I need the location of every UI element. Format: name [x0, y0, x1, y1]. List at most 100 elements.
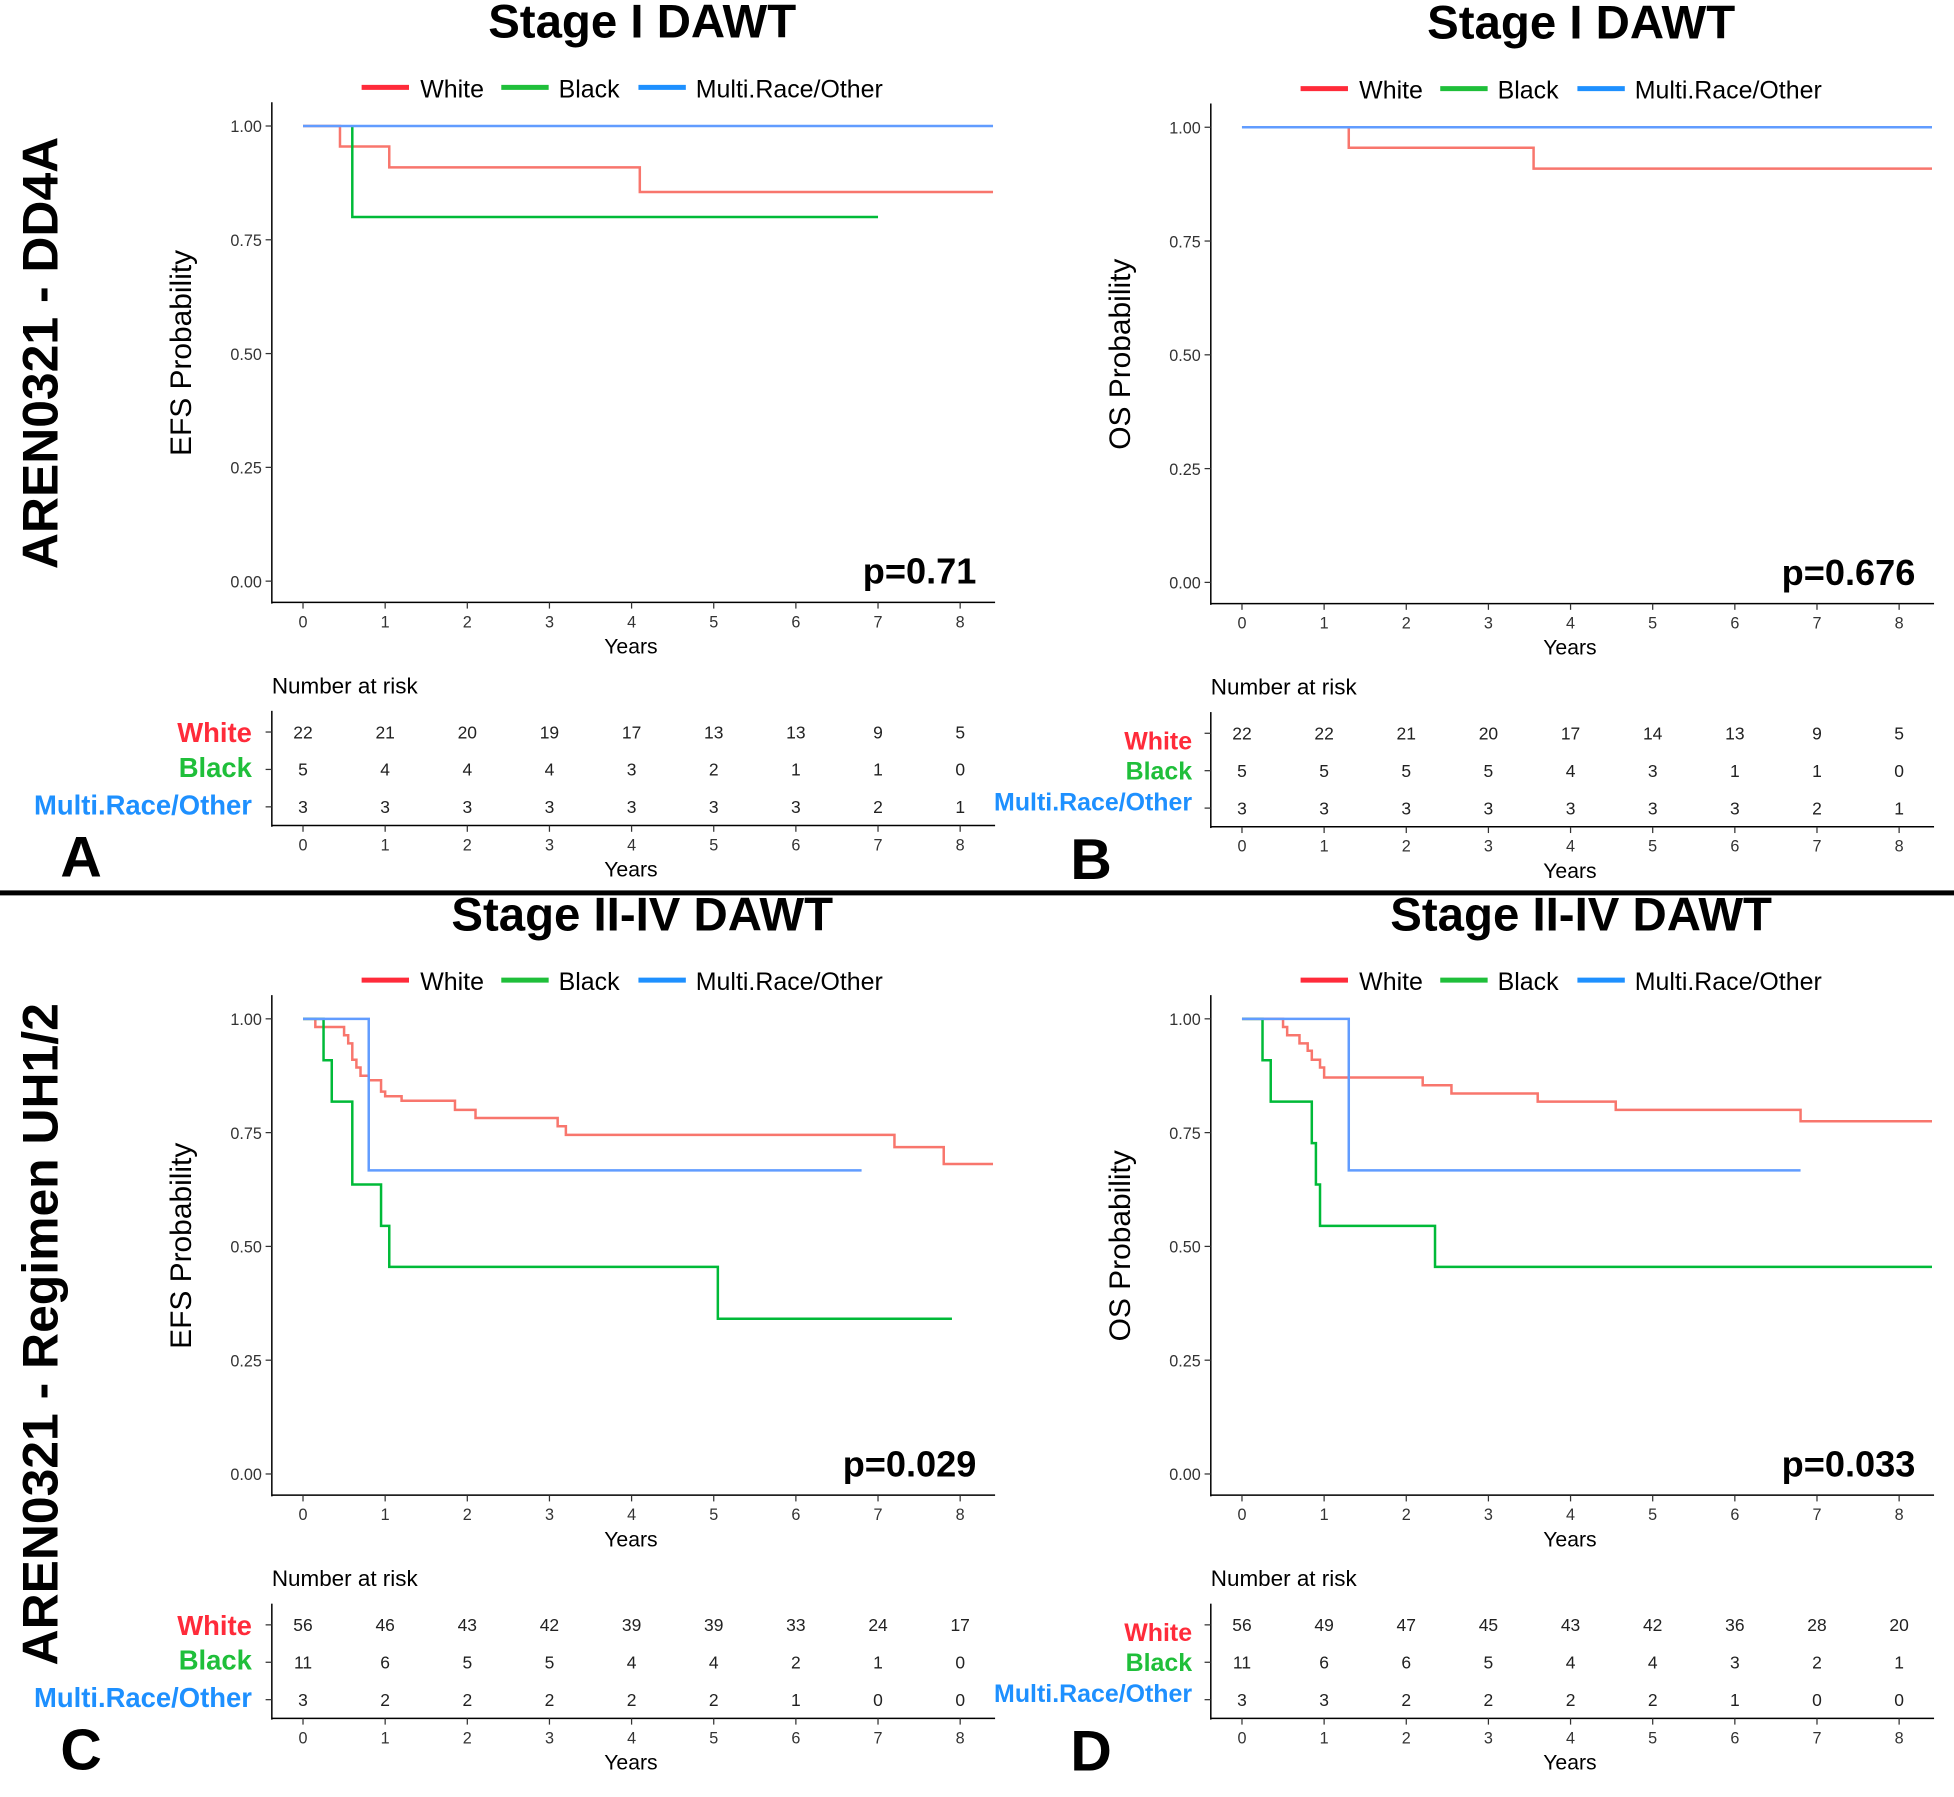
x-tick-label: 0: [1237, 1506, 1246, 1524]
risk-cell: 24: [868, 1615, 888, 1635]
legend-label: Black: [559, 75, 620, 103]
risk-x-tick-label: 2: [463, 1729, 472, 1747]
legend-label: Multi.Race/Other: [696, 75, 883, 103]
risk-cell: 4: [1566, 761, 1576, 781]
y-tick-label: 0.50: [1169, 1239, 1201, 1257]
risk-cell: 1: [1894, 1653, 1904, 1673]
x-tick-label: 2: [1402, 1506, 1411, 1524]
risk-cell: 3: [1401, 798, 1411, 818]
panel-letter: B: [1070, 828, 1111, 892]
risk-cell: 22: [293, 722, 312, 742]
x-tick-label: 8: [1895, 615, 1904, 633]
km-curve-black: [1241, 1017, 1932, 1269]
risk-x-axis-label: Years: [604, 859, 657, 882]
risk-cell: 2: [791, 1653, 801, 1673]
risk-x-tick-label: 2: [463, 836, 472, 854]
x-tick-label: 2: [463, 1506, 472, 1524]
risk-cell: 11: [294, 1653, 312, 1673]
risk-row-label: Multi.Race/Other: [994, 1680, 1192, 1708]
risk-row-label: White: [177, 717, 252, 748]
y-tick-label: 0.25: [230, 460, 262, 478]
risk-cell: 22: [1314, 724, 1333, 744]
x-tick-label: 4: [1566, 615, 1575, 633]
y-tick-label: 0.50: [1169, 347, 1201, 365]
y-tick-label: 1.00: [1169, 1011, 1201, 1029]
legend-label: White: [1359, 77, 1423, 105]
y-axis-label: OS Probability: [1104, 1150, 1137, 1341]
panel-letter: A: [60, 826, 101, 890]
risk-x-tick-label: 4: [627, 1729, 636, 1747]
y-tick-label: 1.00: [230, 1011, 262, 1029]
risk-cell: 13: [704, 722, 723, 742]
risk-cell: 20: [458, 722, 478, 742]
x-tick-label: 2: [463, 613, 472, 631]
risk-cell: 2: [462, 1690, 472, 1710]
risk-cell: 5: [955, 722, 965, 742]
risk-cell: 0: [1894, 1690, 1904, 1710]
risk-x-tick-label: 1: [1320, 838, 1329, 856]
risk-cell: 14: [1643, 724, 1663, 744]
risk-cell: 3: [1319, 798, 1329, 818]
risk-cell: 56: [1232, 1615, 1251, 1635]
risk-x-tick-label: 7: [1812, 838, 1821, 856]
risk-cell: 6: [380, 1653, 390, 1673]
risk-cell: 5: [298, 760, 308, 780]
legend-label: Multi.Race/Other: [696, 968, 883, 996]
risk-cell: 3: [1237, 798, 1247, 818]
risk-cell: 43: [1561, 1615, 1580, 1635]
legend-label: Black: [1498, 968, 1559, 996]
risk-x-axis-label: Years: [604, 1752, 657, 1775]
risk-x-axis-label: Years: [1543, 860, 1596, 883]
x-tick-label: 5: [1648, 1506, 1657, 1524]
p-value: p=0.71: [863, 551, 977, 592]
risk-cell: 5: [1484, 1653, 1494, 1673]
legend-label: Black: [559, 968, 620, 996]
legend-label: Multi.Race/Other: [1635, 968, 1822, 996]
x-tick-label: 1: [381, 1506, 390, 1524]
y-tick-label: 0.25: [1169, 461, 1201, 479]
risk-cell: 0: [873, 1690, 883, 1710]
y-tick-label: 0.00: [230, 573, 262, 591]
risk-row-label: Black: [1126, 757, 1193, 785]
risk-row-label: White: [177, 1610, 252, 1641]
risk-cell: 2: [1484, 1690, 1494, 1710]
y-tick-label: 0.75: [230, 1125, 262, 1143]
risk-cell: 19: [540, 722, 559, 742]
risk-cell: 3: [380, 797, 390, 817]
risk-x-tick-label: 7: [874, 1729, 883, 1747]
panel-letter: C: [60, 1719, 101, 1783]
risk-cell: 2: [709, 760, 719, 780]
legend-label: White: [420, 968, 484, 996]
risk-cell: 2: [380, 1690, 390, 1710]
risk-row-label: Black: [179, 1645, 253, 1676]
risk-cell: 2: [545, 1690, 555, 1710]
panel-letter: D: [1070, 1720, 1111, 1784]
x-tick-label: 5: [709, 613, 718, 631]
legend-label: Multi.Race/Other: [1635, 77, 1822, 105]
x-axis-label: Years: [604, 635, 657, 658]
x-tick-label: 5: [709, 1506, 718, 1524]
risk-cell: 1: [791, 760, 801, 780]
risk-cell: 3: [1319, 1690, 1329, 1710]
risk-cell: 17: [1561, 724, 1580, 744]
risk-cell: 17: [950, 1615, 969, 1635]
risk-cell: 39: [622, 1615, 641, 1635]
risk-cell: 28: [1807, 1615, 1826, 1635]
km-curve-white: [303, 124, 994, 194]
risk-cell: 5: [545, 1653, 555, 1673]
risk-cell: 5: [1484, 761, 1494, 781]
chart-title: Stage I DAWT: [488, 0, 796, 48]
risk-row-label: Multi.Race/Other: [994, 789, 1192, 817]
risk-cell: 1: [1812, 761, 1822, 781]
x-tick-label: 6: [791, 1506, 800, 1524]
risk-cell: 2: [627, 1690, 637, 1710]
chart-title: Stage I DAWT: [1427, 0, 1735, 50]
risk-cell: 5: [1319, 761, 1329, 781]
x-tick-label: 0: [299, 613, 308, 631]
risk-x-tick-label: 4: [1566, 838, 1575, 856]
risk-x-tick-label: 3: [545, 1729, 554, 1747]
row-label-bottom: AREN0321 - Regimen UH1/2: [12, 1003, 68, 1665]
x-tick-label: 5: [1648, 615, 1657, 633]
risk-cell: 2: [1812, 1653, 1822, 1673]
risk-x-tick-label: 5: [709, 1729, 718, 1747]
